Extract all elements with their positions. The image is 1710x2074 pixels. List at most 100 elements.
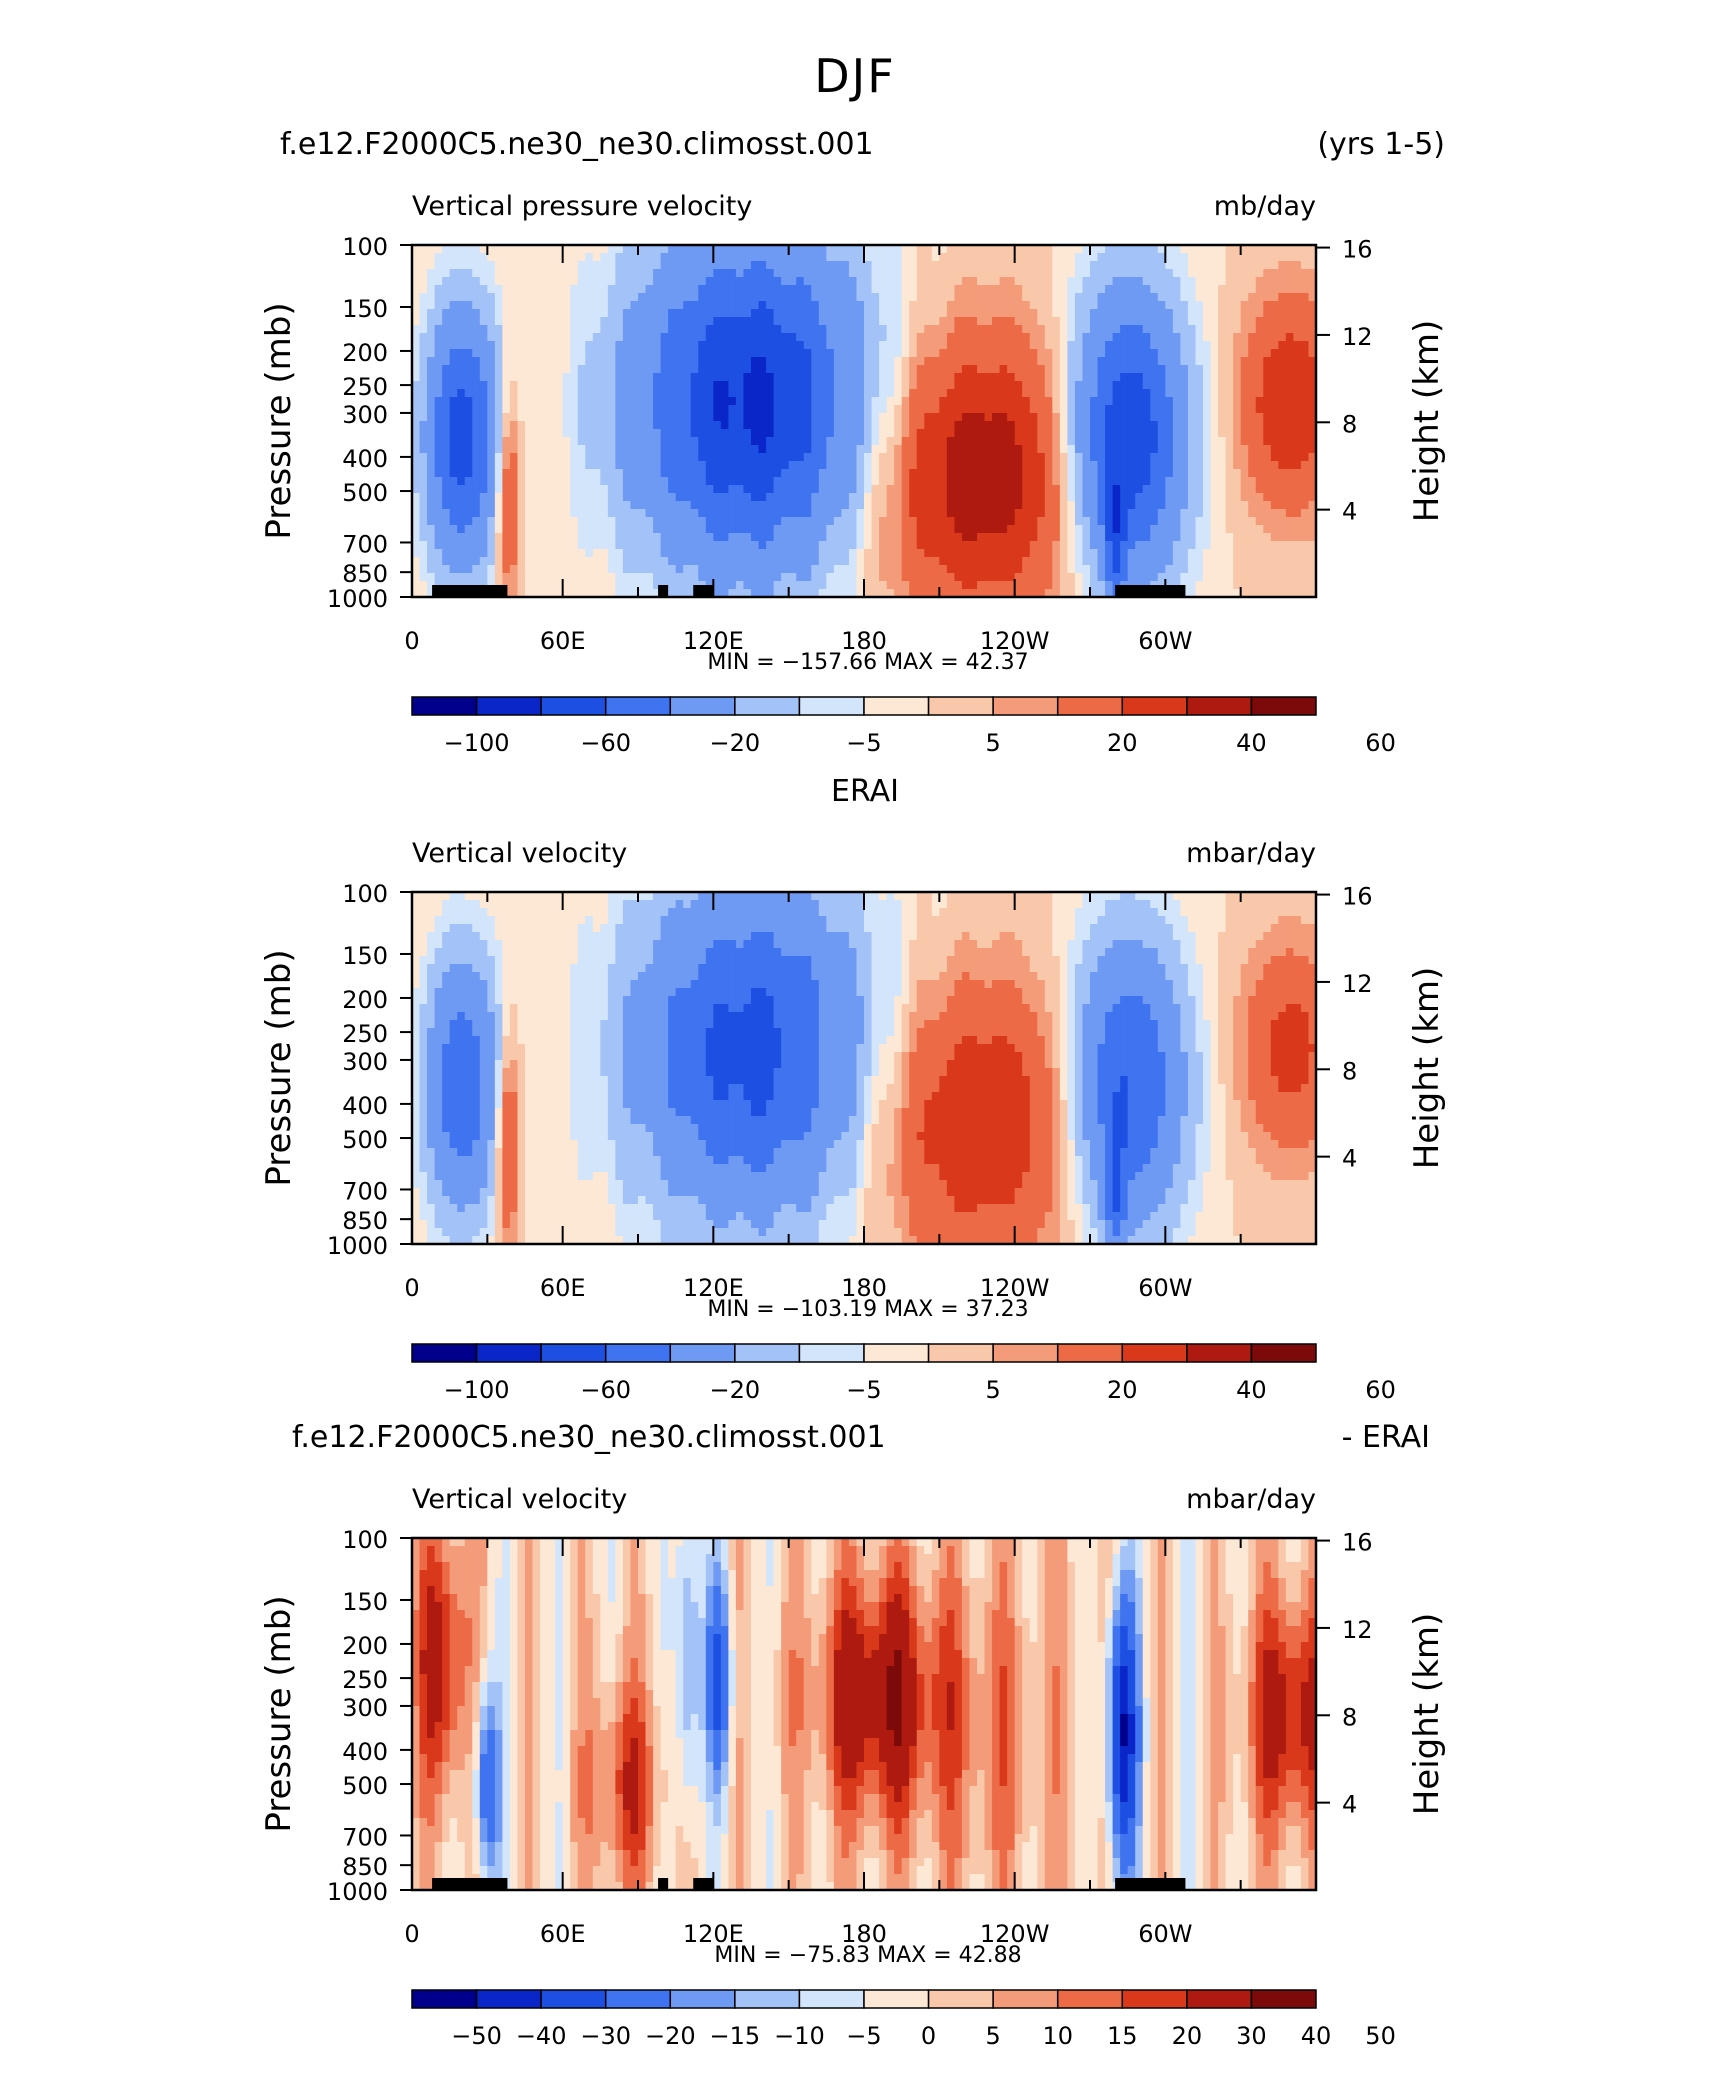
field-cell <box>773 277 782 286</box>
field-cell <box>645 397 654 406</box>
field-cell <box>1112 429 1121 438</box>
field-cell <box>1067 541 1076 550</box>
field-cell <box>1187 389 1197 398</box>
field-cell <box>841 429 850 438</box>
field-cell <box>442 477 451 486</box>
field-cell <box>1007 477 1016 486</box>
field-cell <box>992 541 1001 550</box>
field-cell <box>1248 453 1257 462</box>
field-cell <box>1240 357 1249 366</box>
field-cell <box>442 461 451 470</box>
field-cell <box>1022 517 1031 526</box>
field-cell <box>607 349 616 358</box>
field-cell <box>449 341 458 350</box>
field-cell <box>1082 461 1091 470</box>
field-cell <box>472 453 481 462</box>
field-cell <box>525 357 534 366</box>
field-cell <box>856 573 865 582</box>
field-cell <box>427 445 436 454</box>
field-cell <box>547 429 556 438</box>
field-cell <box>464 397 473 406</box>
field-cell <box>818 549 827 558</box>
field-cell <box>939 245 948 254</box>
field-cell <box>434 421 443 430</box>
field-cell <box>781 261 790 270</box>
field-cell <box>653 397 662 406</box>
field-cell <box>1029 293 1038 302</box>
field-cell <box>683 317 692 326</box>
field-cell <box>442 533 451 542</box>
field-cell <box>555 405 564 414</box>
field-cell <box>984 325 993 334</box>
field-cell <box>1044 501 1053 510</box>
field-cell <box>532 293 541 302</box>
field-cell <box>683 389 692 398</box>
field-cell <box>848 421 858 430</box>
field-cell <box>525 349 534 358</box>
field-cell <box>939 389 948 398</box>
field-cell <box>713 365 722 374</box>
field-cell <box>1180 365 1189 374</box>
field-cell <box>1105 317 1114 326</box>
field-cell <box>1067 269 1076 278</box>
field-cell <box>803 269 812 278</box>
field-cell <box>848 437 858 446</box>
field-cell <box>1285 429 1294 438</box>
field-cell <box>1293 429 1302 438</box>
field-cell <box>592 285 601 294</box>
field-cell <box>1165 317 1174 326</box>
field-cell <box>751 277 760 286</box>
field-cell <box>1067 493 1076 502</box>
field-cell <box>1029 461 1038 470</box>
field-cell <box>735 293 745 302</box>
field-cell <box>909 461 918 470</box>
field-cell <box>570 293 579 302</box>
field-cell <box>1052 253 1061 262</box>
field-cell <box>1142 421 1151 430</box>
field-cell <box>1263 253 1272 262</box>
field-cell <box>999 349 1008 358</box>
field-cell <box>984 557 993 566</box>
field-cell <box>434 349 443 358</box>
field-cell <box>826 285 835 294</box>
field-cell <box>570 405 579 414</box>
field-cell <box>735 285 745 294</box>
field-cell <box>449 541 458 550</box>
field-cell <box>1210 421 1219 430</box>
field-cell <box>1187 325 1197 334</box>
field-cell <box>1037 397 1046 406</box>
field-cell <box>1007 461 1016 470</box>
field-cell <box>570 381 579 390</box>
field-cell <box>434 261 443 270</box>
field-cell <box>1052 397 1061 406</box>
field-cell <box>841 341 850 350</box>
field-cell <box>1285 453 1294 462</box>
field-cell <box>532 445 541 454</box>
field-cell <box>916 245 925 254</box>
field-cell <box>1059 277 1068 286</box>
field-cell <box>434 437 443 446</box>
field-cell <box>412 565 421 574</box>
field-cell <box>946 349 955 358</box>
field-cell <box>1022 309 1031 318</box>
field-cell <box>509 261 519 270</box>
field-cell <box>525 277 534 286</box>
field-cell <box>1248 445 1257 454</box>
field-cell <box>570 533 579 542</box>
field-cell <box>720 421 729 430</box>
field-cell <box>472 405 481 414</box>
field-cell <box>773 389 782 398</box>
field-cell <box>1097 485 1106 494</box>
field-cell <box>735 333 745 342</box>
field-cell <box>871 373 880 382</box>
field-cell <box>525 421 534 430</box>
field-cell <box>909 501 918 510</box>
field-cell <box>653 421 662 430</box>
field-cell <box>720 445 729 454</box>
field-cell <box>1157 413 1166 422</box>
field-cell <box>585 565 594 574</box>
field-cell <box>457 517 466 526</box>
field-cell <box>668 461 677 470</box>
field-cell <box>1187 405 1197 414</box>
field-cell <box>1097 309 1106 318</box>
